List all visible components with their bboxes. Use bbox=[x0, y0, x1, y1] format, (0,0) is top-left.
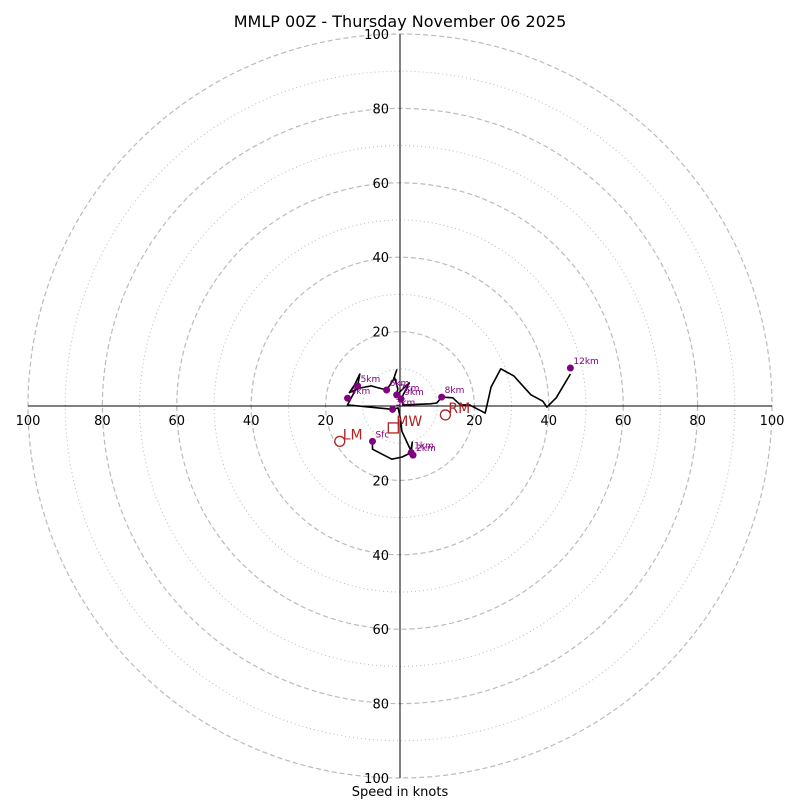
x-tick-label: 80 bbox=[689, 414, 706, 429]
height-marker-dot bbox=[383, 386, 391, 394]
height-marker-dot bbox=[438, 393, 446, 401]
motion-marker-label: RM bbox=[448, 401, 470, 417]
x-tick-label: 40 bbox=[541, 414, 558, 429]
height-marker-dot bbox=[344, 394, 352, 402]
x-tick-label: 100 bbox=[16, 414, 41, 429]
storm-motion-marker bbox=[439, 409, 452, 421]
height-marker-label: 4km bbox=[351, 387, 371, 397]
height-marker-label: 12km bbox=[573, 357, 598, 367]
x-tick-label: 100 bbox=[760, 414, 785, 429]
y-tick-label: 20 bbox=[372, 474, 389, 489]
y-tick-label: 80 bbox=[372, 698, 389, 713]
height-marker-label: 1km bbox=[414, 442, 434, 452]
x-axis-label: Speed in knots bbox=[352, 785, 449, 800]
x-tick-label: 20 bbox=[317, 414, 334, 429]
x-tick-label: 20 bbox=[466, 414, 483, 429]
axes bbox=[28, 34, 772, 778]
height-marker-label: 7km bbox=[400, 384, 420, 394]
y-tick-label: 100 bbox=[364, 772, 389, 787]
height-marker-dot bbox=[354, 382, 362, 390]
y-tick-label: 60 bbox=[372, 177, 389, 192]
x-tick-label: 80 bbox=[94, 414, 111, 429]
y-tick-label: 40 bbox=[372, 549, 389, 564]
height-marker-label: 9km bbox=[404, 388, 424, 398]
height-marker-dot bbox=[566, 364, 574, 372]
y-tick-label: 20 bbox=[372, 326, 389, 341]
y-tick-label: 60 bbox=[372, 623, 389, 638]
storm-motion-markers: RM LM MW bbox=[334, 401, 470, 447]
storm-motion-marker bbox=[334, 435, 346, 447]
height-marker-label: 3km bbox=[396, 398, 416, 408]
motion-marker-label: MW bbox=[396, 414, 422, 430]
x-tick-label: 60 bbox=[615, 414, 632, 429]
x-tick-label: 40 bbox=[243, 414, 260, 429]
height-marker-dot bbox=[389, 405, 397, 413]
height-marker-label: 8km bbox=[445, 386, 465, 396]
height-marker-label: Sfc bbox=[375, 430, 389, 440]
height-marker-dot bbox=[409, 451, 417, 459]
height-marker-dot bbox=[368, 437, 376, 445]
height-marker-label: 2km bbox=[416, 444, 436, 454]
chart-title: MMLP 00Z - Thursday November 06 2025 bbox=[234, 12, 567, 31]
y-tick-label: 80 bbox=[372, 102, 389, 117]
motion-marker-label: LM bbox=[343, 427, 363, 443]
height-marker-dot bbox=[397, 395, 405, 403]
y-tick-label: 40 bbox=[372, 251, 389, 266]
tick-labels: 100 80 60 40 20 20 40 60 80 100 100 80 60 40 20 20 40 60 8… bbox=[16, 28, 785, 787]
height-marker-label: 6km bbox=[390, 379, 410, 389]
height-marker-label: 5km bbox=[361, 375, 381, 385]
height-marker-dot bbox=[393, 391, 401, 399]
mean-wind-marker bbox=[387, 422, 399, 434]
x-tick-label: 60 bbox=[169, 414, 186, 429]
y-tick-label: 100 bbox=[364, 28, 389, 43]
